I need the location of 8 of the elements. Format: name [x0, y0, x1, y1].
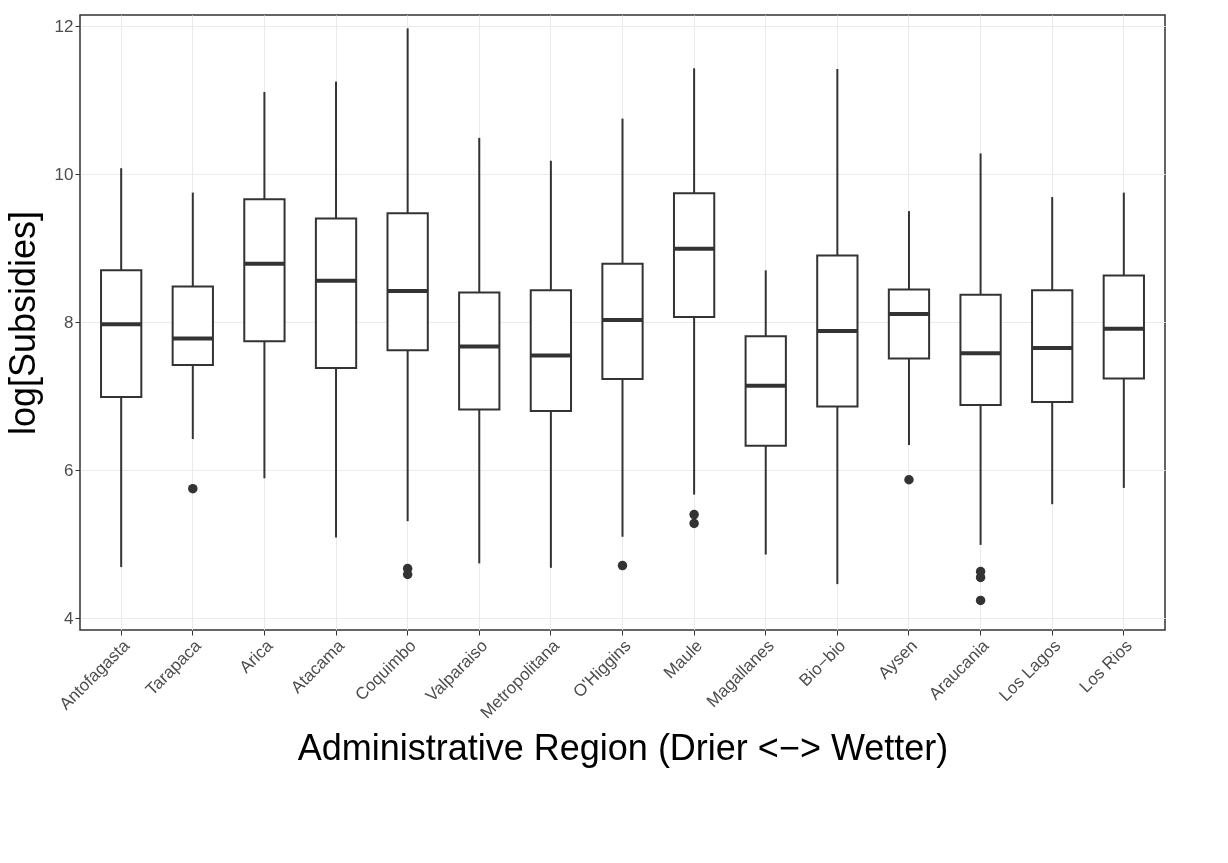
y-tick-label: 12	[54, 16, 74, 36]
x-axis-title: Administrative Region (Drier <−> Wetter)	[297, 726, 949, 768]
y-tick-label: 4	[64, 608, 74, 628]
x-tick-label: Los Rios	[1075, 636, 1136, 697]
y-tick-label: 6	[64, 460, 74, 480]
y-tick-label: 10	[54, 164, 74, 184]
y-tick-label: 8	[64, 312, 74, 332]
y-axis-title: log[Subsidies]	[1, 210, 43, 436]
